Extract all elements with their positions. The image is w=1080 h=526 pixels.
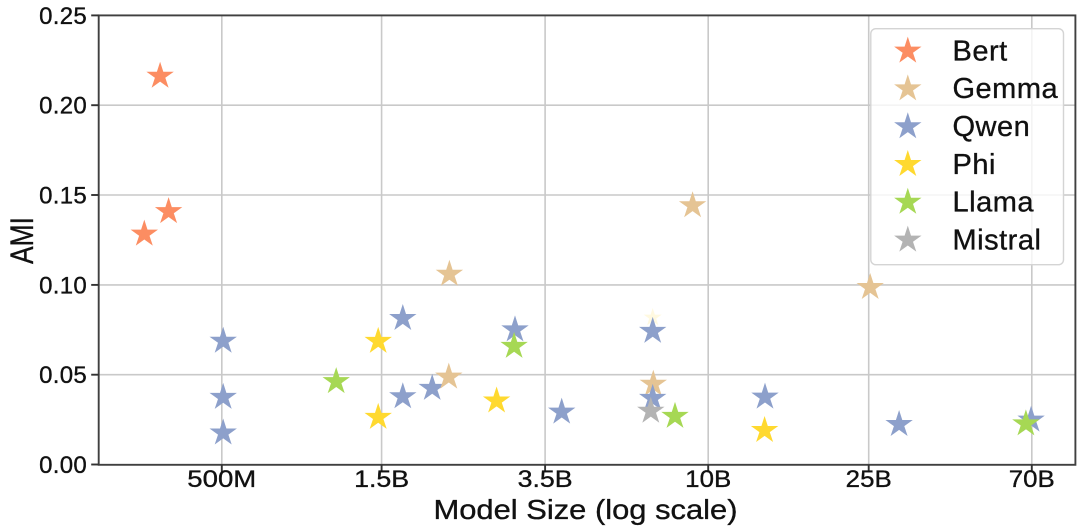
- svg-text:0.10: 0.10: [39, 272, 87, 299]
- svg-text:Phi: Phi: [953, 149, 996, 181]
- svg-text:Gemma: Gemma: [953, 73, 1059, 105]
- svg-text:Llama: Llama: [953, 187, 1035, 219]
- svg-text:500M: 500M: [187, 466, 256, 493]
- svg-text:AMI: AMI: [4, 217, 40, 264]
- svg-text:Qwen: Qwen: [953, 111, 1031, 143]
- svg-text:0.15: 0.15: [39, 182, 87, 209]
- svg-text:0.25: 0.25: [39, 3, 87, 30]
- svg-text:0.05: 0.05: [39, 362, 87, 389]
- svg-text:1.5B: 1.5B: [354, 466, 409, 493]
- svg-text:Model Size (log scale): Model Size (log scale): [434, 494, 738, 525]
- svg-text:Bert: Bert: [953, 35, 1008, 67]
- svg-text:0.20: 0.20: [39, 93, 87, 120]
- svg-text:3.5B: 3.5B: [518, 466, 573, 493]
- svg-text:0.00: 0.00: [39, 452, 87, 479]
- svg-text:10B: 10B: [685, 466, 731, 493]
- svg-text:25B: 25B: [846, 466, 892, 493]
- svg-text:70B: 70B: [1009, 466, 1055, 493]
- svg-text:Mistral: Mistral: [953, 224, 1042, 256]
